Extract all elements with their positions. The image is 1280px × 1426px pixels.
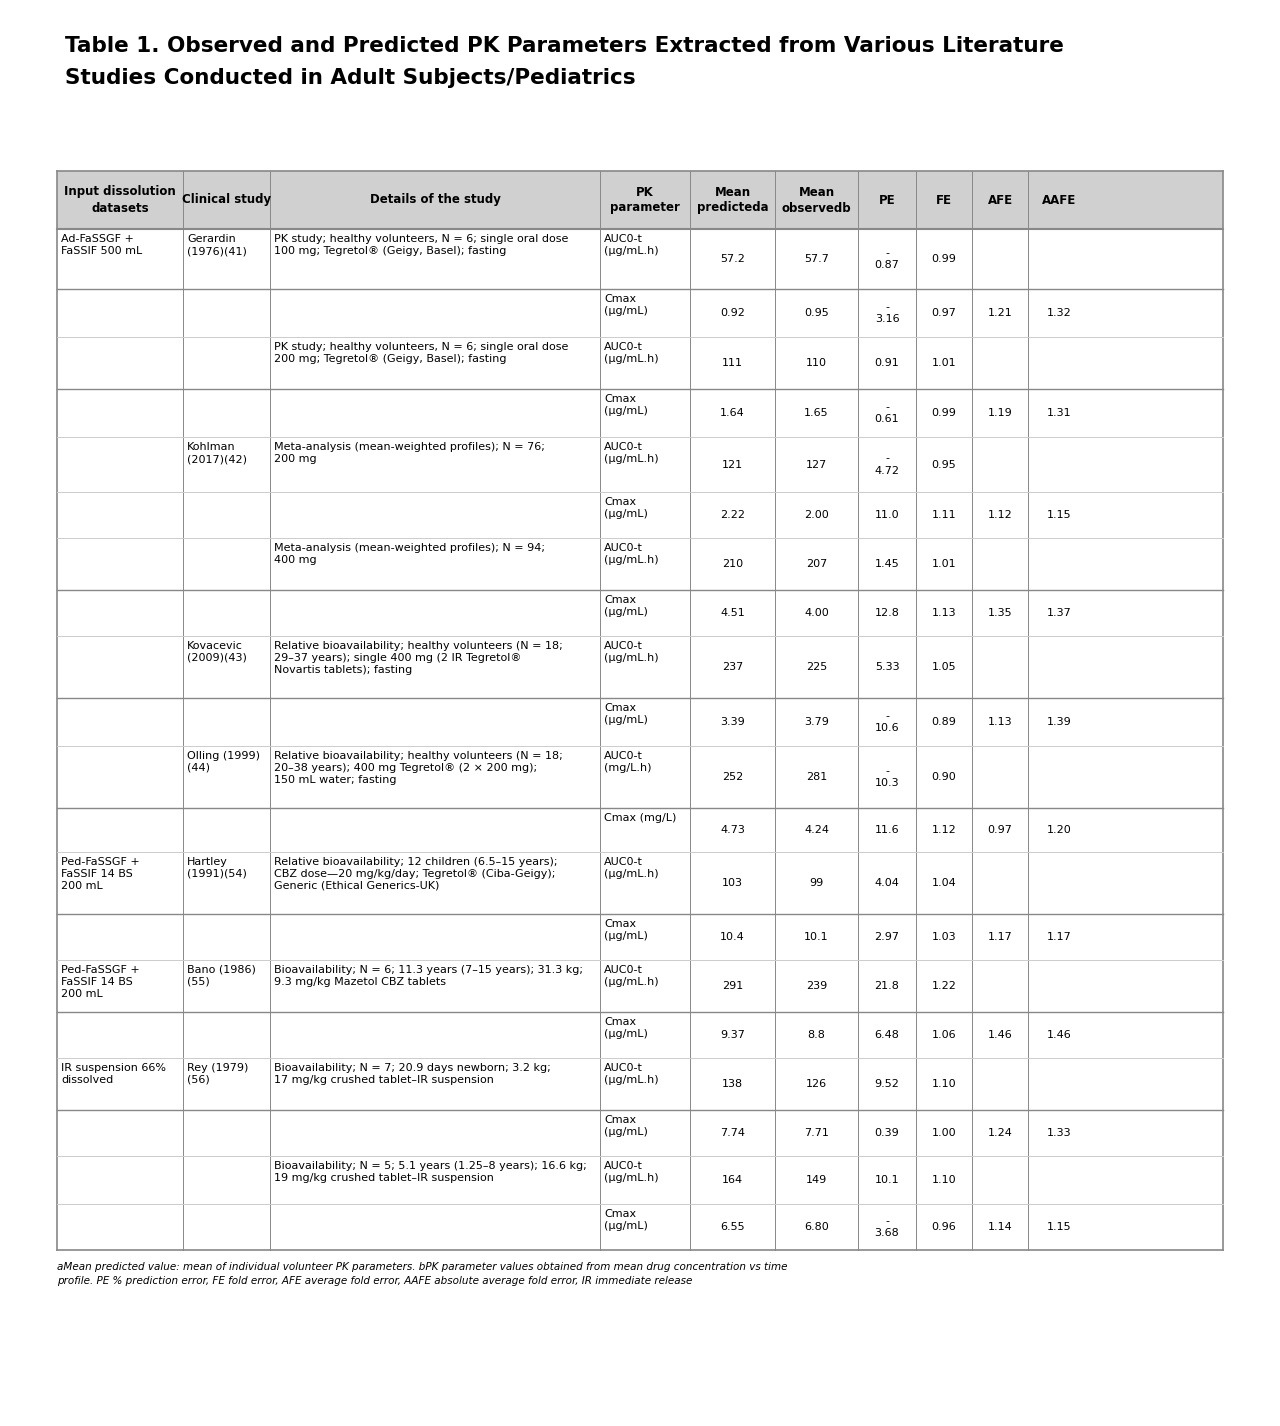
Text: 21.8: 21.8 (874, 981, 900, 991)
Text: 1.03: 1.03 (932, 933, 956, 943)
Text: Cmax
(μg/mL): Cmax (μg/mL) (604, 703, 648, 724)
Text: -
0.61: - 0.61 (874, 402, 900, 424)
Text: Mean
predicteda: Mean predicteda (696, 185, 768, 214)
Text: 225: 225 (806, 662, 827, 672)
Text: 0.90: 0.90 (932, 771, 956, 781)
Text: 103: 103 (722, 878, 742, 888)
Text: 111: 111 (722, 358, 742, 368)
Text: Cmax
(μg/mL): Cmax (μg/mL) (604, 595, 648, 617)
Text: Table 1. Observed and Predicted PK Parameters Extracted from Various Literature: Table 1. Observed and Predicted PK Param… (65, 36, 1064, 56)
Text: AUC0-t
(μg/mL.h): AUC0-t (μg/mL.h) (604, 642, 659, 663)
Text: 1.45: 1.45 (874, 559, 900, 569)
Text: -
3.68: - 3.68 (874, 1216, 900, 1238)
Text: 7.74: 7.74 (719, 1128, 745, 1138)
Text: Relative bioavailability; healthy volunteers (N = 18;
29–37 years); single 400 m: Relative bioavailability; healthy volunt… (274, 642, 563, 674)
Text: 2.22: 2.22 (719, 511, 745, 520)
Text: 1.13: 1.13 (988, 717, 1012, 727)
Text: 1.04: 1.04 (932, 878, 956, 888)
Text: Meta-analysis (mean-weighted profiles); N = 76;
200 mg: Meta-analysis (mean-weighted profiles); … (274, 442, 545, 463)
Text: Clinical study: Clinical study (182, 194, 271, 207)
Text: AUC0-t
(μg/mL.h): AUC0-t (μg/mL.h) (604, 857, 659, 878)
Text: Cmax (mg/L): Cmax (mg/L) (604, 813, 676, 823)
Text: 281: 281 (806, 771, 827, 781)
Text: 1.15: 1.15 (1047, 511, 1071, 520)
Text: PK
parameter: PK parameter (611, 185, 680, 214)
Text: AUC0-t
(μg/mL.h): AUC0-t (μg/mL.h) (604, 965, 659, 987)
Text: 1.15: 1.15 (1047, 1222, 1071, 1232)
Text: 149: 149 (806, 1175, 827, 1185)
Text: Cmax
(μg/mL): Cmax (μg/mL) (604, 1115, 648, 1137)
Text: 6.55: 6.55 (721, 1222, 745, 1232)
Text: Cmax
(μg/mL): Cmax (μg/mL) (604, 1017, 648, 1040)
Text: 1.01: 1.01 (932, 358, 956, 368)
Text: AUC0-t
(μg/mL.h): AUC0-t (μg/mL.h) (604, 442, 659, 463)
Text: AAFE: AAFE (1042, 194, 1076, 207)
Text: 0.96: 0.96 (932, 1222, 956, 1232)
Text: aMean predicted value: mean of individual volunteer PK parameters. bPK parameter: aMean predicted value: mean of individua… (58, 1262, 787, 1286)
Text: AUC0-t
(μg/mL.h): AUC0-t (μg/mL.h) (604, 342, 659, 364)
Text: AUC0-t
(μg/mL.h): AUC0-t (μg/mL.h) (604, 543, 659, 565)
Text: -
0.87: - 0.87 (874, 248, 900, 270)
Text: 0.99: 0.99 (932, 254, 956, 264)
Text: 0.39: 0.39 (874, 1128, 900, 1138)
Text: 0.95: 0.95 (932, 459, 956, 469)
Text: AUC0-t
(μg/mL.h): AUC0-t (μg/mL.h) (604, 1161, 659, 1184)
Text: Relative bioavailability; healthy volunteers (N = 18;
20–38 years); 400 mg Tegre: Relative bioavailability; healthy volunt… (274, 752, 563, 784)
Text: Cmax
(μg/mL): Cmax (μg/mL) (604, 294, 648, 317)
Text: 3.39: 3.39 (721, 717, 745, 727)
Text: PK study; healthy volunteers, N = 6; single oral dose
200 mg; Tegretol® (Geigy, : PK study; healthy volunteers, N = 6; sin… (274, 342, 568, 364)
Bar (58, 171, 1222, 230)
Text: 1.05: 1.05 (932, 662, 956, 672)
Text: 12.8: 12.8 (874, 607, 900, 617)
Text: 4.24: 4.24 (804, 826, 829, 836)
Text: 1.31: 1.31 (1047, 408, 1071, 418)
Text: 2.00: 2.00 (804, 511, 829, 520)
Text: 0.99: 0.99 (932, 408, 956, 418)
Text: 10.1: 10.1 (874, 1175, 900, 1185)
Text: Cmax
(μg/mL): Cmax (μg/mL) (604, 918, 648, 941)
Text: 6.80: 6.80 (804, 1222, 829, 1232)
Text: Details of the study: Details of the study (370, 194, 500, 207)
Text: Ped-FaSSGF +
FaSSIF 14 BS
200 mL: Ped-FaSSGF + FaSSIF 14 BS 200 mL (61, 857, 140, 891)
Text: AUC0-t
(μg/mL.h): AUC0-t (μg/mL.h) (604, 1062, 659, 1085)
Text: 121: 121 (722, 459, 744, 469)
Text: 1.12: 1.12 (988, 511, 1012, 520)
Text: Bioavailability; N = 6; 11.3 years (7–15 years); 31.3 kg;
9.3 mg/kg Mazetol CBZ : Bioavailability; N = 6; 11.3 years (7–15… (274, 965, 582, 987)
Text: 1.24: 1.24 (988, 1128, 1012, 1138)
Text: 1.33: 1.33 (1047, 1128, 1071, 1138)
Text: Cmax
(μg/mL): Cmax (μg/mL) (604, 1209, 648, 1231)
Text: 6.48: 6.48 (874, 1030, 900, 1040)
Text: 57.2: 57.2 (721, 254, 745, 264)
Text: 1.22: 1.22 (932, 981, 956, 991)
Text: 0.92: 0.92 (721, 308, 745, 318)
Text: -
10.3: - 10.3 (874, 766, 900, 789)
Text: 1.39: 1.39 (1047, 717, 1071, 727)
Text: 1.21: 1.21 (988, 308, 1012, 318)
Text: Relative bioavailability; 12 children (6.5–15 years);
CBZ dose—20 mg/kg/day; Teg: Relative bioavailability; 12 children (6… (274, 857, 558, 891)
Text: 10.1: 10.1 (804, 933, 829, 943)
Text: 4.51: 4.51 (721, 607, 745, 617)
Text: 7.71: 7.71 (804, 1128, 829, 1138)
Text: Gerardin
(1976)(41): Gerardin (1976)(41) (187, 234, 247, 257)
Text: 1.19: 1.19 (988, 408, 1012, 418)
Text: Ad-FaSSGF +
FaSSIF 500 mL: Ad-FaSSGF + FaSSIF 500 mL (61, 234, 142, 257)
Text: 237: 237 (722, 662, 744, 672)
Text: Bioavailability; N = 7; 20.9 days newborn; 3.2 kg;
17 mg/kg crushed tablet–IR su: Bioavailability; N = 7; 20.9 days newbor… (274, 1062, 550, 1085)
Text: 1.10: 1.10 (932, 1079, 956, 1089)
Text: 9.37: 9.37 (721, 1030, 745, 1040)
Text: Bano (1986)
(55): Bano (1986) (55) (187, 965, 256, 987)
Text: 138: 138 (722, 1079, 744, 1089)
Text: -
3.16: - 3.16 (874, 302, 900, 324)
Text: PK study; healthy volunteers, N = 6; single oral dose
100 mg; Tegretol® (Geigy, : PK study; healthy volunteers, N = 6; sin… (274, 234, 568, 257)
Text: 1.37: 1.37 (1047, 607, 1071, 617)
Text: 0.97: 0.97 (988, 826, 1012, 836)
Text: 291: 291 (722, 981, 744, 991)
Text: Ped-FaSSGF +
FaSSIF 14 BS
200 mL: Ped-FaSSGF + FaSSIF 14 BS 200 mL (61, 965, 140, 1000)
Text: Bioavailability; N = 5; 5.1 years (1.25–8 years); 16.6 kg;
19 mg/kg crushed tabl: Bioavailability; N = 5; 5.1 years (1.25–… (274, 1161, 586, 1184)
Text: Kohlman
(2017)(42): Kohlman (2017)(42) (187, 442, 247, 463)
Text: 164: 164 (722, 1175, 744, 1185)
Text: 0.91: 0.91 (874, 358, 900, 368)
Text: 8.8: 8.8 (808, 1030, 826, 1040)
Text: IR suspension 66%
dissolved: IR suspension 66% dissolved (61, 1062, 166, 1085)
Text: PE: PE (878, 194, 895, 207)
